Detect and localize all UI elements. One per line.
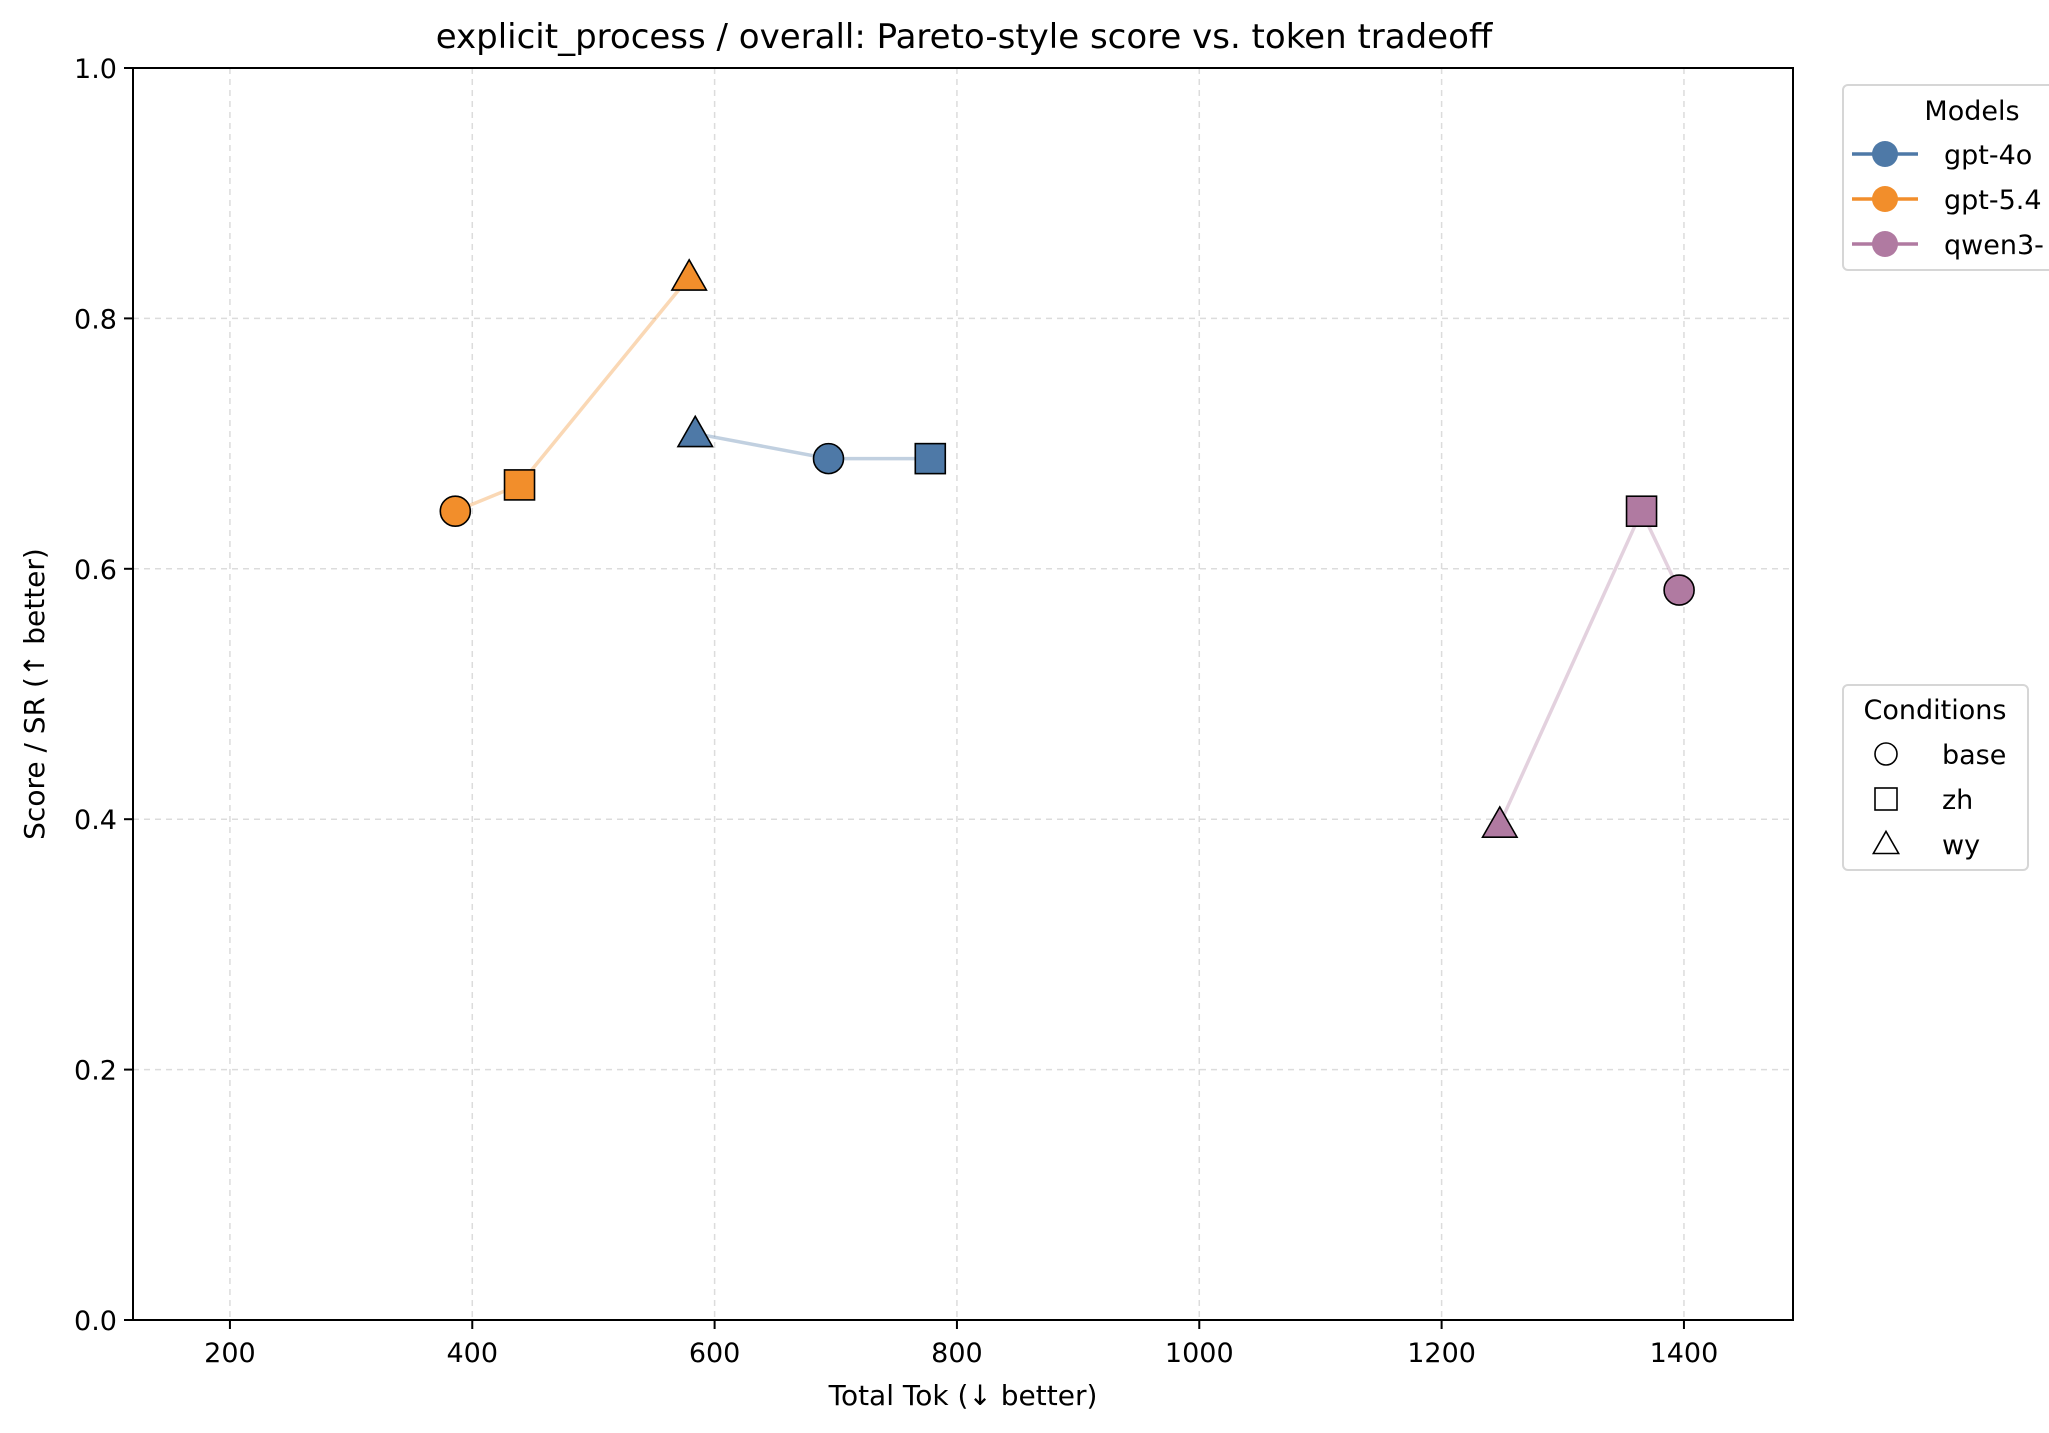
point-gpt-5.4-zh bbox=[503, 469, 536, 501]
point-gpt-5.4-base bbox=[439, 495, 472, 528]
x-tick-label: 800 bbox=[931, 1338, 983, 1369]
x-axis-label: Total Tok (↓ better) bbox=[828, 1379, 1098, 1412]
legend-marker-qwen3 bbox=[1872, 231, 1898, 257]
y-axis-label: Score / SR (↑ better) bbox=[18, 548, 51, 840]
legend-models-title: Models bbox=[1924, 96, 2019, 127]
legend-conditions: Conditions base zh wy bbox=[1842, 684, 2029, 871]
legend-marker-wy bbox=[1871, 829, 1901, 855]
legend-marker-base bbox=[1874, 742, 1898, 766]
y-tick-label: 0.6 bbox=[74, 555, 117, 586]
legend-marker-gpt-4o bbox=[1872, 141, 1898, 167]
x-tick-label: 600 bbox=[689, 1338, 741, 1369]
point-qwen3-wy bbox=[1481, 805, 1519, 838]
x-tick-label: 1000 bbox=[1165, 1338, 1234, 1369]
legend-marker-zh bbox=[1874, 787, 1898, 811]
point-gpt-5.4-wy bbox=[670, 258, 708, 291]
legend-label-gpt-5.4: gpt-5.4 bbox=[1944, 185, 2042, 216]
x-tick-label: 1400 bbox=[1650, 1338, 1719, 1369]
legend-label-zh: zh bbox=[1942, 785, 1973, 816]
x-tick-label: 1200 bbox=[1407, 1338, 1476, 1369]
data-points bbox=[439, 258, 1695, 838]
y-tick-label: 1.0 bbox=[74, 54, 117, 85]
x-tick-label: 200 bbox=[204, 1338, 256, 1369]
legend-label-gpt-4o: gpt-4o bbox=[1944, 140, 2032, 171]
y-tick-label: 0.8 bbox=[74, 304, 117, 335]
chart-title: explicit_process / overall: Pareto-style… bbox=[436, 17, 1494, 57]
legend-models-items: gpt-4o gpt-5.4 qwen3- bbox=[1852, 140, 2044, 261]
legend-marker-gpt-5.4 bbox=[1872, 186, 1898, 212]
x-axis: 200 400 600 800 1000 1200 1400 bbox=[204, 1320, 1718, 1369]
y-tick-label: 0.0 bbox=[74, 1306, 117, 1337]
x-tick-label: 400 bbox=[446, 1338, 498, 1369]
legend-models: Models gpt-4o gpt-5.4 qwen3- bbox=[1842, 84, 2049, 271]
legend-label-wy: wy bbox=[1942, 830, 1980, 861]
y-axis: 0.0 0.2 0.4 0.6 0.8 1.0 bbox=[74, 54, 133, 1337]
y-tick-label: 0.4 bbox=[74, 805, 117, 836]
point-qwen3-zh bbox=[1625, 495, 1658, 528]
legend-conditions-items: base zh wy bbox=[1871, 740, 2006, 861]
legend-models-box bbox=[1842, 84, 2049, 271]
point-gpt-4o-base bbox=[812, 442, 845, 475]
legend-conditions-title: Conditions bbox=[1864, 695, 2007, 726]
legend-label-base: base bbox=[1942, 740, 2006, 771]
legend-conditions-box bbox=[1842, 684, 2029, 871]
point-qwen3-base bbox=[1663, 574, 1695, 606]
plot-frame bbox=[132, 67, 1794, 1321]
y-tick-label: 0.2 bbox=[74, 1056, 117, 1087]
point-gpt-4o-wy bbox=[676, 414, 714, 448]
legend-label-qwen3: qwen3- bbox=[1944, 230, 2044, 261]
point-gpt-4o-zh bbox=[914, 442, 947, 475]
